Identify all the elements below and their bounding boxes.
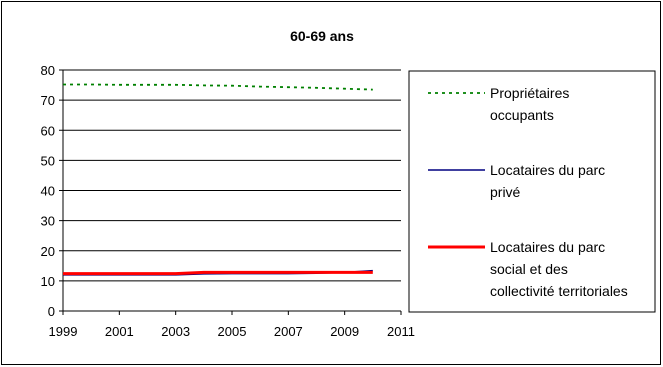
axes: 0 10 20 30 40 50 60 70 80 1999 2001 2003 2005 2007 200… [41,63,415,339]
y-tick-label: 80 [41,63,55,78]
y-tick-label: 50 [41,153,55,168]
y-tick-label: 0 [48,304,55,319]
series-lines [63,83,373,276]
series-line-1 [63,83,373,91]
y-tick-label: 30 [41,214,55,229]
x-tick-label: 2011 [387,324,415,339]
chart-title: 60-69 ans [290,28,354,44]
x-tick-label: 2007 [274,324,303,339]
gridlines [63,69,401,282]
y-tick-label: 40 [41,184,55,199]
legend-box [408,70,656,313]
x-tick-label: 2001 [105,324,134,339]
series-line-3 [63,270,373,276]
legend: Propriétaires occupants Locataires du parc… [408,70,656,313]
y-tick-label: 10 [41,274,55,289]
legend-label: Locataires du parc [490,239,605,255]
x-tick-label: 2005 [218,324,247,339]
legend-label: occupants [490,107,554,123]
legend-label: collectivité territoriales [490,283,628,299]
x-tick-label: 1999 [49,324,78,339]
y-tick-label: 20 [41,244,55,259]
legend-label: Locataires du parc [490,162,605,178]
y-tick-label: 60 [41,123,55,138]
x-tick-label: 2009 [330,324,359,339]
legend-label: social et des [490,261,568,277]
legend-label: privé [490,184,521,200]
y-tick-label: 70 [41,93,55,108]
legend-label: Propriétaires [490,85,569,101]
x-tick-label: 2003 [161,324,190,339]
